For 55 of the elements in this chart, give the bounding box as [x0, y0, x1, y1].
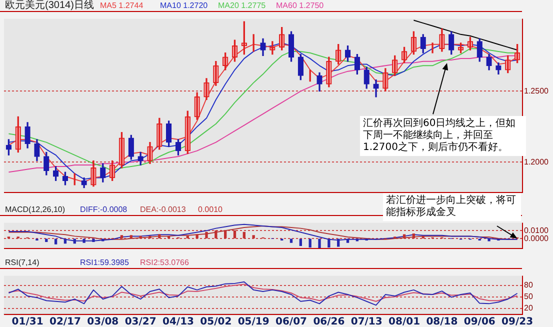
y-tick-label: 80	[524, 280, 534, 290]
bar	[412, 233, 416, 238]
bar	[252, 235, 255, 238]
text: DIFF:-0.0008	[80, 205, 128, 215]
x-tick-label: 05/02	[200, 316, 232, 327]
text: RSI1:59.3985	[80, 258, 129, 268]
bar	[402, 234, 406, 238]
text: RSI2:53.0766	[140, 258, 189, 268]
bar	[233, 230, 236, 238]
text: DEA:-0.0013	[140, 205, 186, 215]
bar	[158, 234, 161, 238]
x-tick-label: 03/27	[124, 316, 156, 327]
bar	[224, 230, 227, 238]
bar	[242, 232, 246, 238]
x-tick-label: 03/08	[87, 316, 119, 327]
x-tick-label: 07/13	[350, 316, 382, 327]
x-tick-label: 08/01	[388, 316, 420, 327]
y-tick-label: 1.2000	[524, 157, 550, 166]
y-tick-label: 50	[524, 292, 534, 302]
text: MA10 1.2720	[160, 0, 208, 11]
x-tick-label: 01/31	[12, 316, 44, 327]
bar	[290, 238, 293, 243]
x-tick-label: 02/17	[49, 316, 81, 327]
annotation: 若汇价进一步向上突破，将可能指标形成金叉	[383, 193, 521, 221]
x-tick-label: 06/07	[276, 316, 308, 327]
x-tick-label: 09/06	[464, 316, 496, 327]
bar	[196, 234, 198, 238]
chart-title: MACD(12,26,10)	[5, 205, 66, 215]
text: MA20 1.2775	[218, 0, 266, 11]
x-tick-label: 05/19	[238, 316, 270, 327]
x-tick-label: 09/23	[502, 316, 534, 327]
bar	[308, 238, 312, 248]
x-tick-label: 06/26	[313, 316, 345, 327]
x-tick-label: 04/13	[162, 316, 194, 327]
bar	[186, 236, 189, 238]
annotation: 汇价再次回到60日均线之上，但如下周一不能继续向上，并回至1.2700之下，则后市仍不看好。	[360, 116, 526, 156]
y-tick-label: 1.2500	[524, 86, 550, 96]
bar	[148, 236, 152, 238]
bar	[120, 235, 124, 238]
text: MA60 1.2750	[276, 0, 324, 11]
x-tick-label: 08/18	[426, 316, 458, 327]
bar	[205, 232, 208, 238]
bar	[299, 238, 302, 246]
y-tick-label: 0.0000	[524, 234, 550, 243]
y-tick-label: 20	[524, 303, 534, 312]
bar	[167, 236, 170, 238]
text: 0.0010	[198, 205, 222, 215]
bar	[45, 238, 48, 242]
bar	[130, 235, 132, 238]
chart-title: RSI(7,14)	[5, 258, 40, 268]
bar	[214, 230, 218, 238]
bar	[422, 236, 424, 238]
y-tick-label: 0.0100	[524, 226, 550, 235]
bar	[139, 236, 142, 238]
text: MA5 1.2744	[100, 0, 144, 11]
